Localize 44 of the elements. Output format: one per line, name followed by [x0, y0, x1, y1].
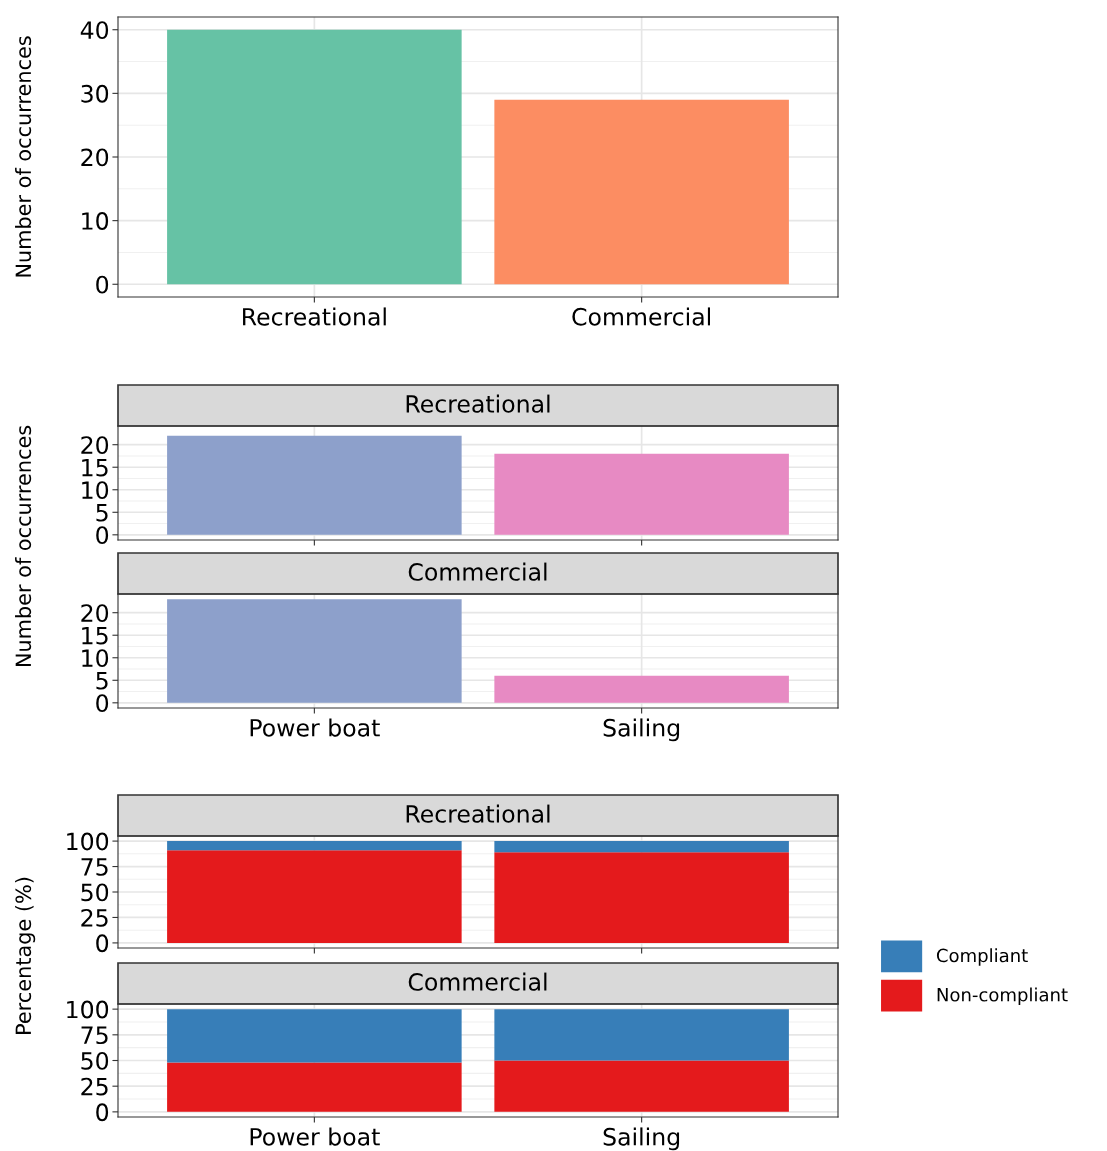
chart-title: Recreational [406, 804, 550, 823]
y-tick-label: 0 [96, 934, 109, 953]
y-tick-label: 0 [96, 694, 109, 713]
bar [494, 841, 789, 853]
bar [167, 841, 462, 851]
y-tick-label: 100 [67, 1000, 109, 1019]
y-tick-label: 0 [96, 1103, 109, 1122]
bar [494, 1060, 789, 1112]
bar [167, 1062, 462, 1112]
y-axis-title: Number of occurrences [15, 425, 32, 667]
bar [167, 1009, 462, 1063]
chart-title: Recreational [406, 394, 550, 413]
chart-title: Commercial [408, 972, 547, 991]
y-tick-label: 0 [96, 526, 109, 545]
chart-title: Commercial [408, 562, 547, 581]
y-tick-label: 75 [81, 1026, 108, 1045]
y-tick-label: 5 [96, 504, 108, 522]
x-tick-label: Sailing [603, 1127, 680, 1151]
y-tick-label: 50 [81, 1051, 109, 1070]
y-tick-label: 10 [82, 649, 109, 668]
y-tick-label: 20 [81, 148, 109, 167]
legend-label: Compliant [936, 948, 1028, 966]
y-tick-label: 15 [82, 626, 108, 645]
legend-label: Non-compliant [937, 987, 1068, 1006]
y-tick-label: 10 [82, 212, 109, 230]
y-tick-label: 30 [81, 84, 109, 103]
y-axis-title: Percentage (%) [15, 877, 36, 1034]
y-tick-label: 25 [81, 908, 108, 927]
bar [494, 1009, 789, 1061]
y-tick-label: 100 [67, 832, 109, 851]
y-tick-label: 40 [80, 21, 109, 40]
y-tick-label: 20 [81, 604, 109, 623]
y-tick-label: 50 [81, 883, 109, 902]
y-tick-label: 15 [82, 458, 108, 477]
y-tick-label: 75 [81, 858, 108, 876]
y-tick-label: 25 [81, 1077, 108, 1096]
y-tick-label: 5 [96, 672, 108, 690]
y-axis-title: Number of occurrences [15, 36, 32, 277]
x-tick-label: Sailing [603, 718, 680, 742]
y-tick-label: 20 [81, 436, 109, 455]
y-tick-label: 10 [82, 481, 109, 500]
x-tick-label: Power boat [250, 1127, 380, 1146]
x-tick-label: Power boat [250, 718, 380, 737]
y-tick-label: 0 [96, 275, 109, 294]
